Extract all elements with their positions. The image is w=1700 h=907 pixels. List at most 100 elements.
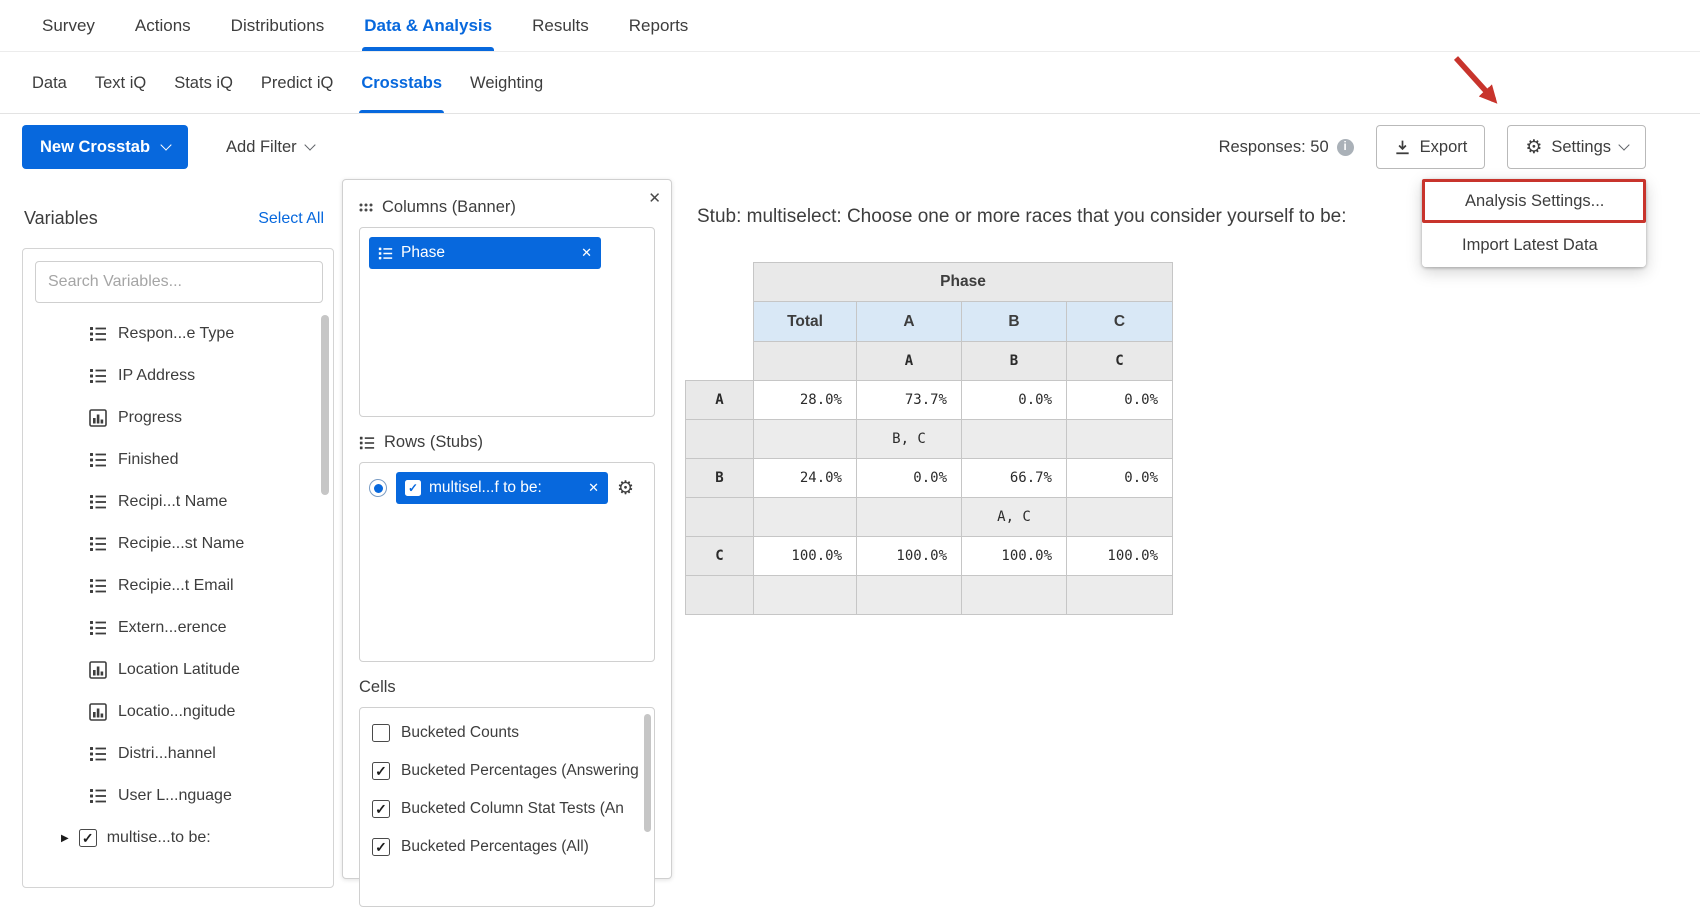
tab-stats-iq[interactable]: Stats iQ xyxy=(174,74,233,92)
value-cell: 24.0% xyxy=(753,458,857,498)
expand-arrow-icon[interactable] xyxy=(61,833,69,844)
stub-cell: B xyxy=(685,458,754,498)
search-variables-input[interactable] xyxy=(35,261,323,303)
row-tag-multiselect[interactable]: multisel...f to be: xyxy=(396,472,608,504)
scrollbar-thumb[interactable] xyxy=(644,714,651,832)
menu-item-analysis-settings[interactable]: Analysis Settings... xyxy=(1422,179,1646,223)
checkbox[interactable] xyxy=(372,800,390,818)
menu-item-import-latest-data[interactable]: Import Latest Data xyxy=(1422,223,1646,267)
scrollbar-thumb[interactable] xyxy=(321,315,329,495)
columns-dropzone[interactable]: Phase xyxy=(359,227,655,417)
nav-distributions[interactable]: Distributions xyxy=(230,16,325,35)
stat-cell xyxy=(1066,419,1173,459)
variable-item-recipient-first-name[interactable]: Recipie...st Name xyxy=(23,523,333,565)
variable-item-recipient-name[interactable]: Recipi...t Name xyxy=(23,481,333,523)
stat-cell xyxy=(961,575,1067,615)
variable-checkbox[interactable] xyxy=(78,829,97,847)
stat-cell xyxy=(1066,497,1173,537)
nav-results[interactable]: Results xyxy=(532,16,589,35)
download-icon xyxy=(1395,140,1409,154)
list-icon xyxy=(378,246,393,261)
tag-checkbox[interactable] xyxy=(405,480,421,496)
close-icon[interactable] xyxy=(648,189,661,207)
subheader-cell: A xyxy=(856,341,962,381)
stub-cell xyxy=(685,419,754,459)
variable-item-user-language[interactable]: User L...nguage xyxy=(23,775,333,817)
cells-options-list: Bucketed Counts Bucketed Percentages (An… xyxy=(359,707,655,907)
list-icon xyxy=(89,745,107,763)
stub-cell xyxy=(685,575,754,615)
stub-title: Stub: multiselect: Choose one or more ra… xyxy=(697,206,1347,227)
gear-icon xyxy=(1525,138,1542,157)
tab-data[interactable]: Data xyxy=(32,74,67,92)
add-filter-button[interactable]: Add Filter xyxy=(226,138,316,157)
drag-grid-icon xyxy=(359,203,373,212)
stub-settings-gear-icon[interactable] xyxy=(617,479,634,498)
column-tag-phase[interactable]: Phase xyxy=(369,237,601,269)
variable-item-location-longitude[interactable]: Locatio...ngitude xyxy=(23,691,333,733)
cells-option-bucketed-counts[interactable]: Bucketed Counts xyxy=(360,714,654,752)
value-cell: 28.0% xyxy=(753,380,857,420)
list-icon xyxy=(89,577,107,595)
stub-radio[interactable] xyxy=(369,479,387,497)
tab-crosstabs[interactable]: Crosstabs xyxy=(347,52,456,113)
info-icon[interactable] xyxy=(1336,138,1354,156)
list-icon xyxy=(89,787,107,805)
cells-option-bucketed-column-stat-tests[interactable]: Bucketed Column Stat Tests (An xyxy=(360,790,654,828)
variable-item-finished[interactable]: Finished xyxy=(23,439,333,481)
stat-cell: B, C xyxy=(856,419,962,459)
settings-button[interactable]: Settings xyxy=(1507,125,1646,169)
nav-actions[interactable]: Actions xyxy=(134,16,191,35)
checkbox[interactable] xyxy=(372,762,390,780)
value-cell: 100.0% xyxy=(961,536,1067,576)
new-crosstab-button[interactable]: New Crosstab xyxy=(22,125,189,169)
value-cell: 0.0% xyxy=(961,380,1067,420)
primary-nav: Survey Actions Distributions Data & Anal… xyxy=(0,0,1700,52)
nav-data-analysis[interactable]: Data & Analysis xyxy=(344,0,512,51)
subheader-cell: C xyxy=(1066,341,1173,381)
variables-header: Variables Select All xyxy=(24,208,332,229)
subheader-cell xyxy=(753,341,857,381)
value-cell: 0.0% xyxy=(1066,380,1173,420)
variable-item-location-latitude[interactable]: Location Latitude xyxy=(23,649,333,691)
cells-option-bucketed-percentages-all[interactable]: Bucketed Percentages (All) xyxy=(360,828,654,866)
variable-item-ip-address[interactable]: IP Address xyxy=(23,355,333,397)
value-cell: 100.0% xyxy=(1066,536,1173,576)
column-header: B xyxy=(961,301,1067,342)
new-crosstab-label: New Crosstab xyxy=(40,137,151,156)
remove-tag-icon[interactable] xyxy=(581,245,592,261)
list-icon xyxy=(89,451,107,469)
table-row: B 24.0% 0.0% 66.7% 0.0% xyxy=(685,458,1173,498)
nav-reports[interactable]: Reports xyxy=(628,16,689,35)
rows-dropzone[interactable]: multisel...f to be: xyxy=(359,462,655,662)
value-cell: 0.0% xyxy=(1066,458,1173,498)
tab-weighting[interactable]: Weighting xyxy=(470,74,544,92)
variable-item-progress[interactable]: Progress xyxy=(23,397,333,439)
tab-text-iq[interactable]: Text iQ xyxy=(94,74,147,92)
column-header-row: Total A B C xyxy=(686,301,1173,342)
variable-item-multiselect[interactable]: multise...to be: xyxy=(23,817,333,859)
tab-predict-iq[interactable]: Predict iQ xyxy=(260,74,334,92)
export-label: Export xyxy=(1419,137,1468,156)
stub-cell: C xyxy=(685,536,754,576)
select-all-link[interactable]: Select All xyxy=(258,209,324,227)
stub-cell xyxy=(685,497,754,537)
value-cell: 66.7% xyxy=(961,458,1067,498)
checkbox[interactable] xyxy=(372,724,390,742)
toolbar-right-group: Responses: 50 Export Settings xyxy=(1219,114,1646,180)
value-cell: 100.0% xyxy=(856,536,962,576)
variable-item-recipient-email[interactable]: Recipie...t Email xyxy=(23,565,333,607)
variable-item-distribution-channel[interactable]: Distri...hannel xyxy=(23,733,333,775)
settings-dropdown-menu: Analysis Settings... Import Latest Data xyxy=(1422,179,1646,267)
crosstab-toolbar: New Crosstab Add Filter Responses: 50 Ex… xyxy=(0,114,1700,180)
checkbox[interactable] xyxy=(372,838,390,856)
nav-survey[interactable]: Survey xyxy=(42,16,95,35)
variable-item-external-reference[interactable]: Extern...erence xyxy=(23,607,333,649)
variable-item-response-type[interactable]: Respon...e Type xyxy=(23,313,333,355)
stat-cell: A, C xyxy=(961,497,1067,537)
chevron-down-icon xyxy=(303,138,316,151)
remove-tag-icon[interactable] xyxy=(588,480,599,496)
export-button[interactable]: Export xyxy=(1375,125,1486,169)
cells-option-bucketed-percentages-answering[interactable]: Bucketed Percentages (Answering xyxy=(360,752,654,790)
rows-stubs-header: Rows (Stubs) xyxy=(359,433,655,452)
